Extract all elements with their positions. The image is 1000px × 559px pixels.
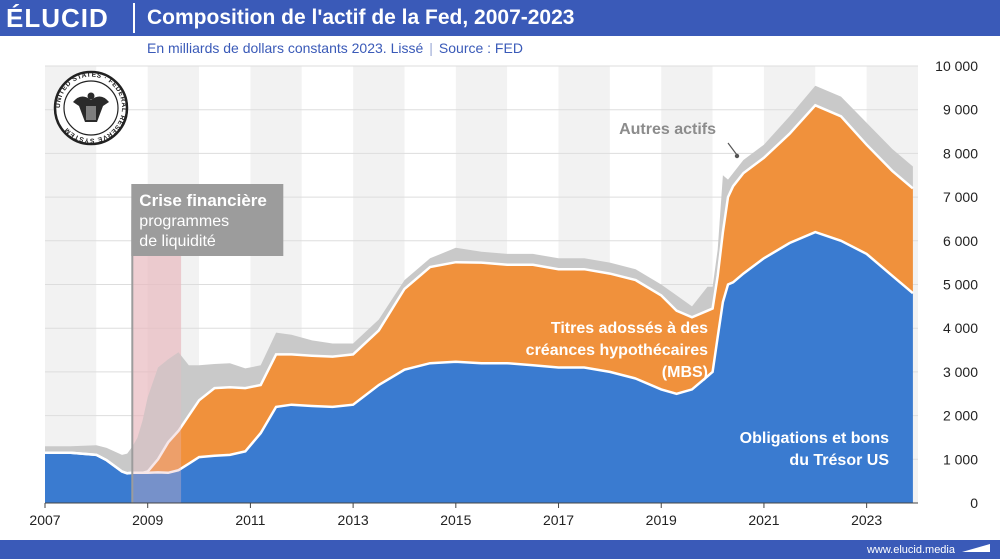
- subtitle-separator: |: [429, 40, 433, 56]
- mbs-label-line1: Titres adossés à des: [551, 320, 708, 337]
- footer: www.elucid.media: [0, 540, 1000, 559]
- other-assets-area: [45, 85, 913, 474]
- y-tick-label-5000: 5 000: [943, 277, 978, 293]
- annotations: Autres actifs Titres adossés à des créance…: [526, 121, 890, 469]
- other-assets-leader-dot: [734, 153, 740, 159]
- mbs-top-line: [45, 103, 914, 475]
- y-tick-label-2000: 2 000: [943, 408, 978, 424]
- source-text: Source : FED: [438, 40, 523, 56]
- x-tick-label-2013: 2013: [338, 512, 369, 528]
- x-tick-label-2019: 2019: [646, 512, 677, 528]
- footer-bar: [0, 540, 1000, 559]
- axes: 2007 2009 2011 2013 2015 2017 2019 2021 2023 0 1 0…: [29, 58, 978, 528]
- x-tick-label-2007: 2007: [29, 512, 60, 528]
- x-tick-label-2017: 2017: [543, 512, 574, 528]
- y-tick-label-0: 0: [970, 495, 978, 511]
- x-tick-label-2009: 2009: [132, 512, 163, 528]
- mbs-label-line2: créances hypothécaires: [526, 342, 708, 359]
- x-tick-label-2011: 2011: [235, 512, 265, 528]
- subtitle-text: En milliards de dollars constants 2023. …: [147, 40, 424, 56]
- treasury-label-line1: Obligations et bons: [740, 430, 889, 447]
- x-tick-label-2015: 2015: [440, 512, 471, 528]
- y-tick-label-7000: 7 000: [943, 189, 978, 205]
- footer-flag-icon: [962, 544, 990, 552]
- treasury-area: [45, 232, 913, 503]
- header-divider: [133, 3, 135, 33]
- y-tick-label-9000: 9 000: [943, 102, 978, 118]
- crisis-label-line2: programmes: [139, 213, 229, 230]
- fed-seal: UNITED STATES · FEDERAL RESERVE SYSTEM: [53, 70, 129, 146]
- mbs-area: [45, 105, 913, 474]
- crisis-overlay: Crise financière programmes de liquidité: [131, 184, 284, 504]
- y-tick-label-8000: 8 000: [943, 145, 978, 161]
- treasury-label-line2: du Trésor US: [789, 452, 889, 469]
- crisis-band-overlay: [132, 240, 182, 504]
- other-assets-leader: [727, 142, 738, 156]
- y-tick-label-3000: 3 000: [943, 364, 978, 380]
- y-tick-label-10000: 10 000: [935, 58, 978, 74]
- y-tick-label-6000: 6 000: [943, 233, 978, 249]
- crisis-label-line3: de liquidité: [139, 233, 216, 250]
- mbs-label-line3: (MBS): [662, 364, 708, 381]
- y-tick-label-4000: 4 000: [943, 320, 978, 336]
- y-tick-label-1000: 1 000: [943, 451, 978, 467]
- crisis-label-box: [131, 184, 284, 256]
- area-series: [45, 85, 914, 503]
- other-assets-label: Autres actifs: [619, 121, 716, 138]
- footer-url[interactable]: www.elucid.media: [866, 544, 956, 556]
- chart-title: Composition de l'actif de la Fed, 2007-2…: [147, 6, 575, 29]
- crisis-label-line1: Crise financière: [139, 191, 267, 210]
- x-tick-label-2023: 2023: [851, 512, 882, 528]
- x-tick-label-2021: 2021: [748, 512, 779, 528]
- header-bar: ÉLUCID Composition de l'actif de la Fed,…: [0, 0, 1000, 36]
- seal-eagle-head: [87, 92, 95, 100]
- chart-subtitle: En milliards de dollars constants 2023. …: [147, 38, 523, 58]
- elucid-logo[interactable]: ÉLUCID: [6, 3, 109, 33]
